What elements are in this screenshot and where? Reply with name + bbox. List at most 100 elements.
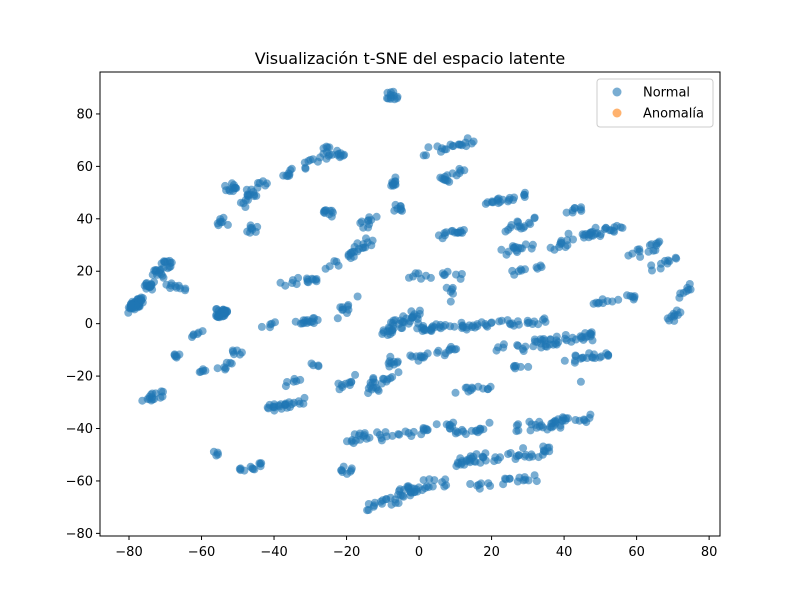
- data-point-normal: [497, 245, 506, 254]
- data-point-normal: [262, 179, 271, 188]
- legend-marker-normal: [612, 87, 622, 97]
- data-point-normal: [530, 471, 539, 480]
- data-point-normal: [270, 403, 279, 412]
- data-point-normal: [442, 228, 451, 237]
- data-point-normal: [296, 319, 305, 328]
- data-point-normal: [229, 187, 238, 196]
- data-point-normal: [343, 469, 351, 478]
- data-point-normal: [447, 285, 456, 294]
- data-point-normal: [476, 458, 485, 467]
- data-point-normal: [408, 313, 417, 322]
- data-point-normal: [281, 400, 290, 409]
- data-point-normal: [472, 426, 481, 435]
- data-point-normal: [290, 398, 298, 407]
- data-point-normal: [558, 416, 566, 425]
- data-point-normal: [235, 350, 244, 359]
- data-point-normal: [509, 362, 518, 371]
- data-point-normal: [124, 308, 133, 317]
- data-point-normal: [556, 240, 565, 249]
- data-point-normal: [421, 484, 430, 493]
- data-point-normal: [524, 362, 533, 371]
- data-point-normal: [439, 175, 448, 184]
- data-point-normal: [345, 378, 354, 387]
- x-tick-label: 40: [556, 545, 573, 560]
- data-point-normal: [213, 448, 222, 457]
- data-point-normal: [386, 88, 395, 97]
- data-point-normal: [383, 94, 391, 103]
- data-point-normal: [623, 291, 631, 300]
- data-point-normal: [381, 428, 390, 437]
- x-tick-label: 80: [701, 545, 718, 560]
- data-point-normal: [561, 331, 570, 339]
- data-point-normal: [505, 319, 514, 328]
- data-point-normal: [596, 232, 605, 241]
- data-point-normal: [435, 323, 444, 332]
- data-point-normal: [319, 144, 328, 153]
- data-point-normal: [404, 484, 413, 493]
- data-point-normal: [665, 316, 674, 325]
- data-point-normal: [333, 314, 342, 323]
- data-point-normal: [527, 244, 536, 253]
- data-point-normal: [285, 171, 294, 180]
- x-axis: −80 −60 −40 −20 0 20 40 60 80: [115, 536, 717, 560]
- data-point-normal: [569, 235, 577, 244]
- data-point-normal: [396, 485, 404, 494]
- data-point-normal: [390, 206, 399, 215]
- data-point-normal: [445, 421, 454, 430]
- data-point-normal: [550, 245, 559, 254]
- data-point-normal: [451, 388, 460, 397]
- data-point-normal: [181, 284, 190, 293]
- data-point-normal: [438, 269, 447, 278]
- data-point-normal: [564, 229, 573, 238]
- x-tick-label: 20: [483, 545, 500, 560]
- data-point-normal: [424, 143, 433, 152]
- data-point-normal: [425, 475, 434, 484]
- data-point-normal: [432, 420, 441, 429]
- y-axis: −80 −60 −40 −20 0 20 40 60 80: [66, 107, 100, 542]
- data-point-normal: [383, 375, 392, 384]
- legend-box: [596, 78, 714, 128]
- plot-area-frame: [99, 71, 721, 537]
- data-point-normal: [524, 318, 533, 327]
- data-point-normal: [240, 466, 249, 475]
- data-point-normal: [359, 223, 368, 232]
- data-point-normal: [394, 368, 403, 377]
- data-point-normal: [571, 416, 580, 424]
- y-tick-label: −60: [66, 474, 93, 489]
- data-point-normal: [296, 375, 305, 384]
- data-point-normal: [562, 208, 571, 217]
- data-point-normal: [383, 331, 392, 339]
- data-point-normal: [499, 340, 508, 349]
- data-point-normal: [339, 151, 348, 160]
- data-point-normal: [519, 223, 528, 232]
- data-point-normal: [314, 361, 323, 370]
- data-point-normal: [398, 318, 407, 327]
- data-point-normal: [230, 350, 238, 359]
- data-point-normal: [520, 191, 529, 199]
- data-point-normal: [214, 221, 223, 230]
- chart-title: Visualización t-SNE del espacio latente: [255, 49, 565, 68]
- data-point-normal: [560, 356, 569, 365]
- data-point-normal: [426, 273, 435, 282]
- data-point-normal: [289, 377, 298, 386]
- data-point-normal: [126, 300, 135, 309]
- data-point-normal: [409, 427, 418, 436]
- data-point-normal: [409, 272, 418, 281]
- data-point-normal: [478, 452, 487, 461]
- data-point-normal: [309, 319, 318, 328]
- data-point-normal: [221, 365, 230, 374]
- data-point-normal: [378, 499, 386, 508]
- data-point-normal: [490, 457, 499, 466]
- data-point-normal: [525, 417, 534, 426]
- data-point-normal: [390, 95, 399, 104]
- data-point-normal: [362, 234, 370, 243]
- data-point-normal: [304, 278, 313, 287]
- data-point-normal: [513, 217, 522, 226]
- data-point-normal: [363, 506, 372, 515]
- data-point-normal: [493, 195, 502, 204]
- data-point-normal: [460, 460, 469, 469]
- data-point-normal: [303, 316, 312, 325]
- data-point-normal: [499, 480, 508, 489]
- data-point-normal: [484, 479, 493, 488]
- y-tick-label: −40: [66, 422, 93, 437]
